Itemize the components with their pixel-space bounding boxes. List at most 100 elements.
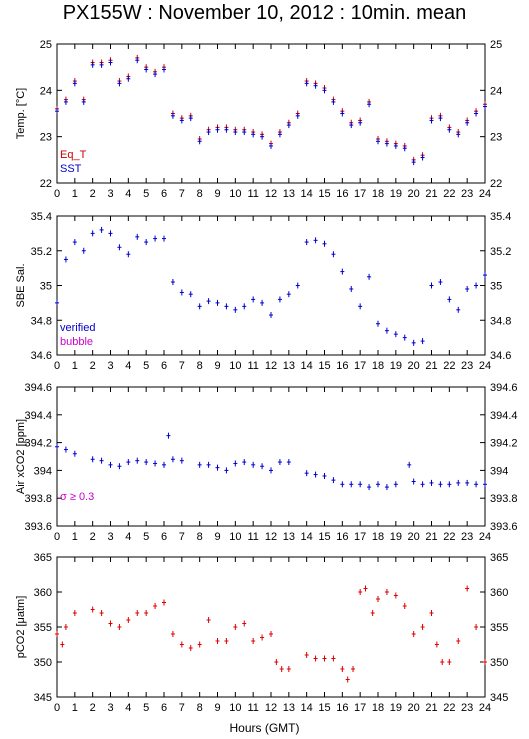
y-axis-label: Air xCO2 [ppm]: [15, 419, 27, 494]
y-axis-label: SBE Sal.: [15, 263, 27, 307]
x-tick-label: 1: [72, 702, 78, 714]
x-tick-label: 9: [214, 188, 220, 200]
x-tick-label: 4: [125, 702, 131, 714]
y-tick-label: 35: [40, 281, 52, 293]
x-tick-label: 14: [301, 531, 313, 543]
chart-panel-4: 0 1 2 3 4 5 6 7 8 9 10 11 12 13 14 15 16 17 18 19 20 21 22 23 24…: [15, 552, 508, 714]
x-tick-label: 16: [336, 531, 348, 543]
x-tick-label: 24: [479, 360, 491, 372]
x-tick-label: 20: [408, 188, 420, 200]
x-tick-label: 21: [425, 360, 437, 372]
x-tick-label: 23: [461, 531, 473, 543]
x-tick-label: 6: [161, 531, 167, 543]
x-tick-label: 17: [354, 702, 366, 714]
x-tick-label: 15: [318, 702, 330, 714]
x-tick-label: 22: [443, 360, 455, 372]
y-tick-label: 393.6: [24, 521, 52, 533]
x-tick-label: 2: [90, 360, 96, 372]
x-tick-label: 24: [479, 531, 491, 543]
y-axis-label: pCO2 [μatm]: [15, 596, 27, 659]
x-tick-label: 18: [372, 702, 384, 714]
x-tick-label: 0: [54, 531, 60, 543]
x-tick-label: 10: [229, 188, 241, 200]
series-sst: [55, 57, 487, 166]
x-tick-label: 7: [179, 188, 185, 200]
y-tick-label: 24: [40, 85, 52, 97]
x-tick-label: 22: [443, 702, 455, 714]
x-tick-label: 23: [461, 188, 473, 200]
x-tick-label: 9: [214, 702, 220, 714]
y-tick-label-right: 350: [490, 657, 508, 669]
y-tick-label: 35.2: [31, 246, 52, 258]
x-tick-label: 14: [301, 188, 313, 200]
y-tick-label: 360: [34, 587, 52, 599]
x-tick-label: 10: [229, 360, 241, 372]
y-tick-label: 394.4: [24, 410, 52, 422]
x-tick-label: 16: [336, 702, 348, 714]
x-tick-label: 2: [90, 702, 96, 714]
x-tick-label: 5: [143, 360, 149, 372]
x-tick-label: 8: [197, 531, 203, 543]
x-tick-label: 15: [318, 188, 330, 200]
x-tick-label: 5: [143, 531, 149, 543]
y-tick-label: 34.6: [31, 350, 52, 362]
x-tick-label: 13: [283, 188, 295, 200]
legend-entry: bubble: [60, 336, 93, 348]
x-tick-label: 11: [247, 188, 258, 200]
x-tick-label: 19: [390, 360, 402, 372]
y-tick-label-right: 393.6: [490, 521, 518, 533]
y-tick-label-right: 35.2: [490, 246, 511, 258]
x-tick-label: 8: [197, 702, 203, 714]
x-tick-label: 10: [229, 531, 241, 543]
x-tick-label: 6: [161, 702, 167, 714]
y-tick-label: 34.8: [31, 315, 52, 327]
y-tick-label: 25: [40, 39, 52, 51]
y-tick-label: 355: [34, 622, 52, 634]
x-tick-label: 5: [143, 702, 149, 714]
x-tick-label: 12: [265, 360, 277, 372]
x-tick-label: 20: [408, 531, 420, 543]
x-tick-label: 3: [107, 702, 113, 714]
x-tick-label: 22: [443, 531, 455, 543]
x-tick-label: 14: [301, 702, 313, 714]
x-tick-label: 23: [461, 360, 473, 372]
legend-entry: SST: [60, 163, 82, 175]
y-tick-label-right: 345: [490, 692, 508, 704]
y-tick-label-right: 35.4: [490, 211, 511, 223]
plot-frame: [56, 386, 486, 527]
chart-title: PX155W : November 10, 2012 : 10min. mean: [62, 2, 467, 24]
x-tick-label: 11: [247, 702, 258, 714]
y-tick-label-right: 365: [490, 552, 508, 564]
y-tick-label: 35.4: [31, 211, 52, 223]
y-tick-label: 393.8: [24, 493, 52, 505]
x-tick-label: 20: [408, 702, 420, 714]
y-tick-label: 365: [34, 552, 52, 564]
x-tick-label: 21: [425, 531, 437, 543]
chart-panel-2: 0 1 2 3 4 5 6 7 8 9 10 11 12 13 14 15 16 17 18 19 20 21 22 23 24…: [15, 211, 511, 372]
x-tick-label: 4: [125, 188, 131, 200]
y-tick-label-right: 394: [490, 465, 508, 477]
x-tick-label: 18: [372, 360, 384, 372]
x-tick-label: 16: [336, 188, 348, 200]
x-tick-label: 18: [372, 531, 384, 543]
y-tick-label: 394.2: [24, 438, 52, 450]
x-tick-label: 6: [161, 188, 167, 200]
y-tick-label: 394: [34, 465, 52, 477]
x-tick-label: 7: [179, 531, 185, 543]
legend-entry: Eq_T: [60, 149, 87, 161]
y-tick-label-right: 25: [490, 39, 502, 51]
y-tick-label: 22: [40, 178, 52, 190]
legend-entry: verified: [60, 322, 95, 334]
x-tick-label: 13: [283, 360, 295, 372]
x-tick-label: 5: [143, 188, 149, 200]
x-tick-label: 21: [425, 702, 437, 714]
y-tick-label-right: 355: [490, 622, 508, 634]
x-tick-label: 19: [390, 531, 402, 543]
plot-frame: [56, 215, 486, 356]
y-tick-label-right: 35: [490, 281, 502, 293]
x-tick-label: 16: [336, 360, 348, 372]
y-tick-label-right: 34.8: [490, 315, 511, 327]
x-tick-label: 9: [214, 531, 220, 543]
y-tick-label-right: 394.6: [490, 382, 518, 394]
x-tick-label: 4: [125, 531, 131, 543]
